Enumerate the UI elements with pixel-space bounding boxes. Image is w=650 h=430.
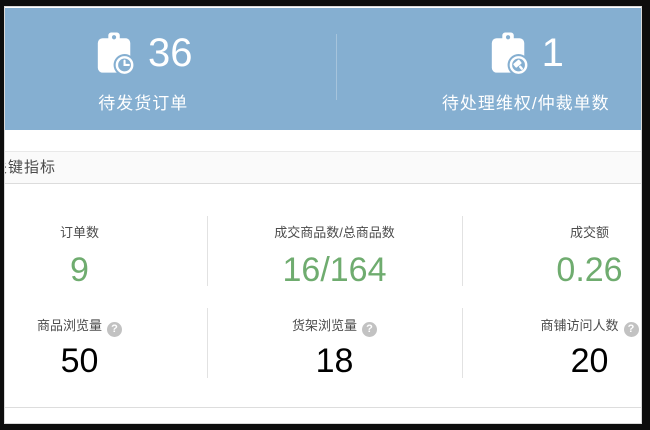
metric-shop-visitors-label: 商铺访问人数? (462, 317, 641, 337)
help-icon[interactable]: ? (107, 322, 122, 337)
metric-shelf-views-label-text: 货架浏览量 (291, 318, 357, 333)
key-indicators-section-title: 关键指标 (5, 151, 641, 184)
metric-order-count: 订单数 9 (5, 224, 207, 308)
panel-bottom-border (5, 407, 641, 423)
column-divider (207, 308, 208, 378)
clipboard-clock-icon (94, 30, 136, 77)
metric-shop-visitors: 商铺访问人数? 20 (462, 317, 641, 407)
clipboard-gavel-icon (488, 30, 530, 77)
metric-transaction-amount: 成交额 0.26 (462, 224, 641, 308)
pending-shipment-stat-top: 36 (94, 28, 193, 78)
metric-sold-vs-total-products-value: 16/164 (282, 251, 387, 289)
pending-shipment-count: 36 (148, 31, 193, 75)
metric-shop-visitors-value: 20 (570, 342, 609, 380)
metric-product-views-value: 50 (60, 342, 99, 380)
metrics-row-2: 商品浏览量? 50 货架浏览量? 18 商铺访问人数? 20 (5, 308, 641, 407)
column-divider (462, 216, 463, 286)
dashboard-content: 36 待发货订单 (5, 7, 642, 423)
pending-dispute-label: 待处理维权/仲裁单数 (441, 94, 610, 113)
banner-divider (336, 34, 337, 100)
metric-shelf-views-label: 货架浏览量? (207, 317, 462, 337)
metric-sold-vs-total-products: 成交商品数/总商品数 16/164 (207, 224, 462, 308)
metric-order-count-value: 9 (70, 251, 89, 289)
pending-dispute-stat[interactable]: 1 待处理维权/仲裁单数 (335, 8, 642, 130)
metric-transaction-amount-value: 0.26 (556, 251, 623, 289)
summary-banner: 36 待发货订单 (5, 8, 642, 130)
help-icon[interactable]: ? (362, 322, 377, 337)
metric-shelf-views-value: 18 (315, 342, 354, 380)
metric-transaction-amount-label: 成交额 (569, 225, 609, 240)
pending-dispute-count: 1 (541, 31, 564, 75)
metric-order-count-label: 订单数 (59, 225, 99, 240)
column-divider (462, 308, 463, 378)
column-divider (207, 216, 208, 286)
metric-product-views-label: 商品浏览量? (5, 317, 207, 337)
metric-shelf-views: 货架浏览量? 18 (207, 317, 462, 407)
metric-product-views: 商品浏览量? 50 (5, 317, 207, 407)
pending-shipment-stat[interactable]: 36 待发货订单 (5, 8, 335, 130)
dashboard-panel: 36 待发货订单 (4, 6, 642, 424)
metric-sold-vs-total-products-label: 成交商品数/总商品数 (274, 225, 395, 240)
help-icon[interactable]: ? (623, 322, 639, 337)
metric-shop-visitors-label-text: 商铺访问人数 (540, 318, 619, 333)
pending-dispute-stat-top: 1 (488, 28, 564, 78)
metrics-row-1: 订单数 9 成交商品数/总商品数 16/164 成交额 0.26 (5, 184, 641, 308)
metric-product-views-label-text: 商品浏览量 (36, 318, 102, 333)
pending-shipment-label: 待发货订单 (98, 94, 189, 113)
